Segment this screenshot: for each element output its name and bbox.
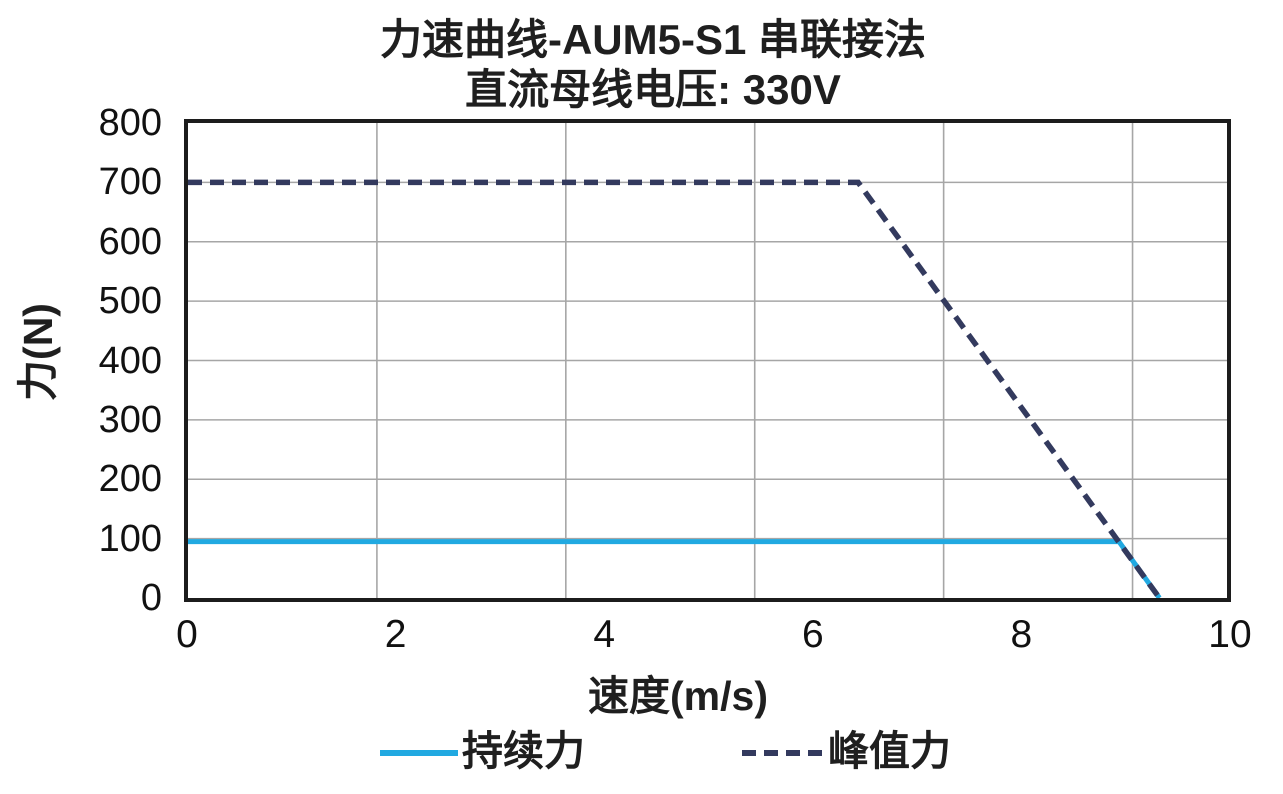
y-tick-label: 800 [98,102,162,144]
chart-canvas [188,123,1227,598]
y-tick-label: 400 [98,339,162,382]
legend-swatch-continuous-force [380,750,458,756]
x-tick-label: 10 [1208,613,1252,656]
x-axis-title: 速度(m/s) [588,673,768,719]
y-tick-label: 100 [98,517,162,560]
y-tick-label: 500 [98,280,162,323]
series-line-peak-force [188,179,1162,598]
x-tick-label: 6 [801,613,824,656]
series-line-continuous-force [188,539,1162,598]
y-tick-label: 300 [98,398,162,441]
y-tick-label: 200 [98,458,162,501]
y-tick-label: 0 [140,577,162,619]
x-tick-label: 2 [384,613,407,656]
chart-subtitle: 直流母线电压: 330V [465,66,841,113]
x-tick-label: 0 [176,613,198,656]
legend-swatch-peak-force [742,750,824,756]
x-tick-label: 8 [1010,613,1033,656]
x-tick-label: 4 [593,613,616,656]
legend-label-peak-force: 峰值力 [828,728,951,774]
y-tick-label: 700 [98,161,162,204]
plot-area [184,119,1231,602]
legend-label-continuous-force: 持续力 [462,728,585,774]
chart-title: 力速曲线-AUM5-S1 串联接法 [379,16,927,63]
y-tick-label: 600 [98,220,162,263]
